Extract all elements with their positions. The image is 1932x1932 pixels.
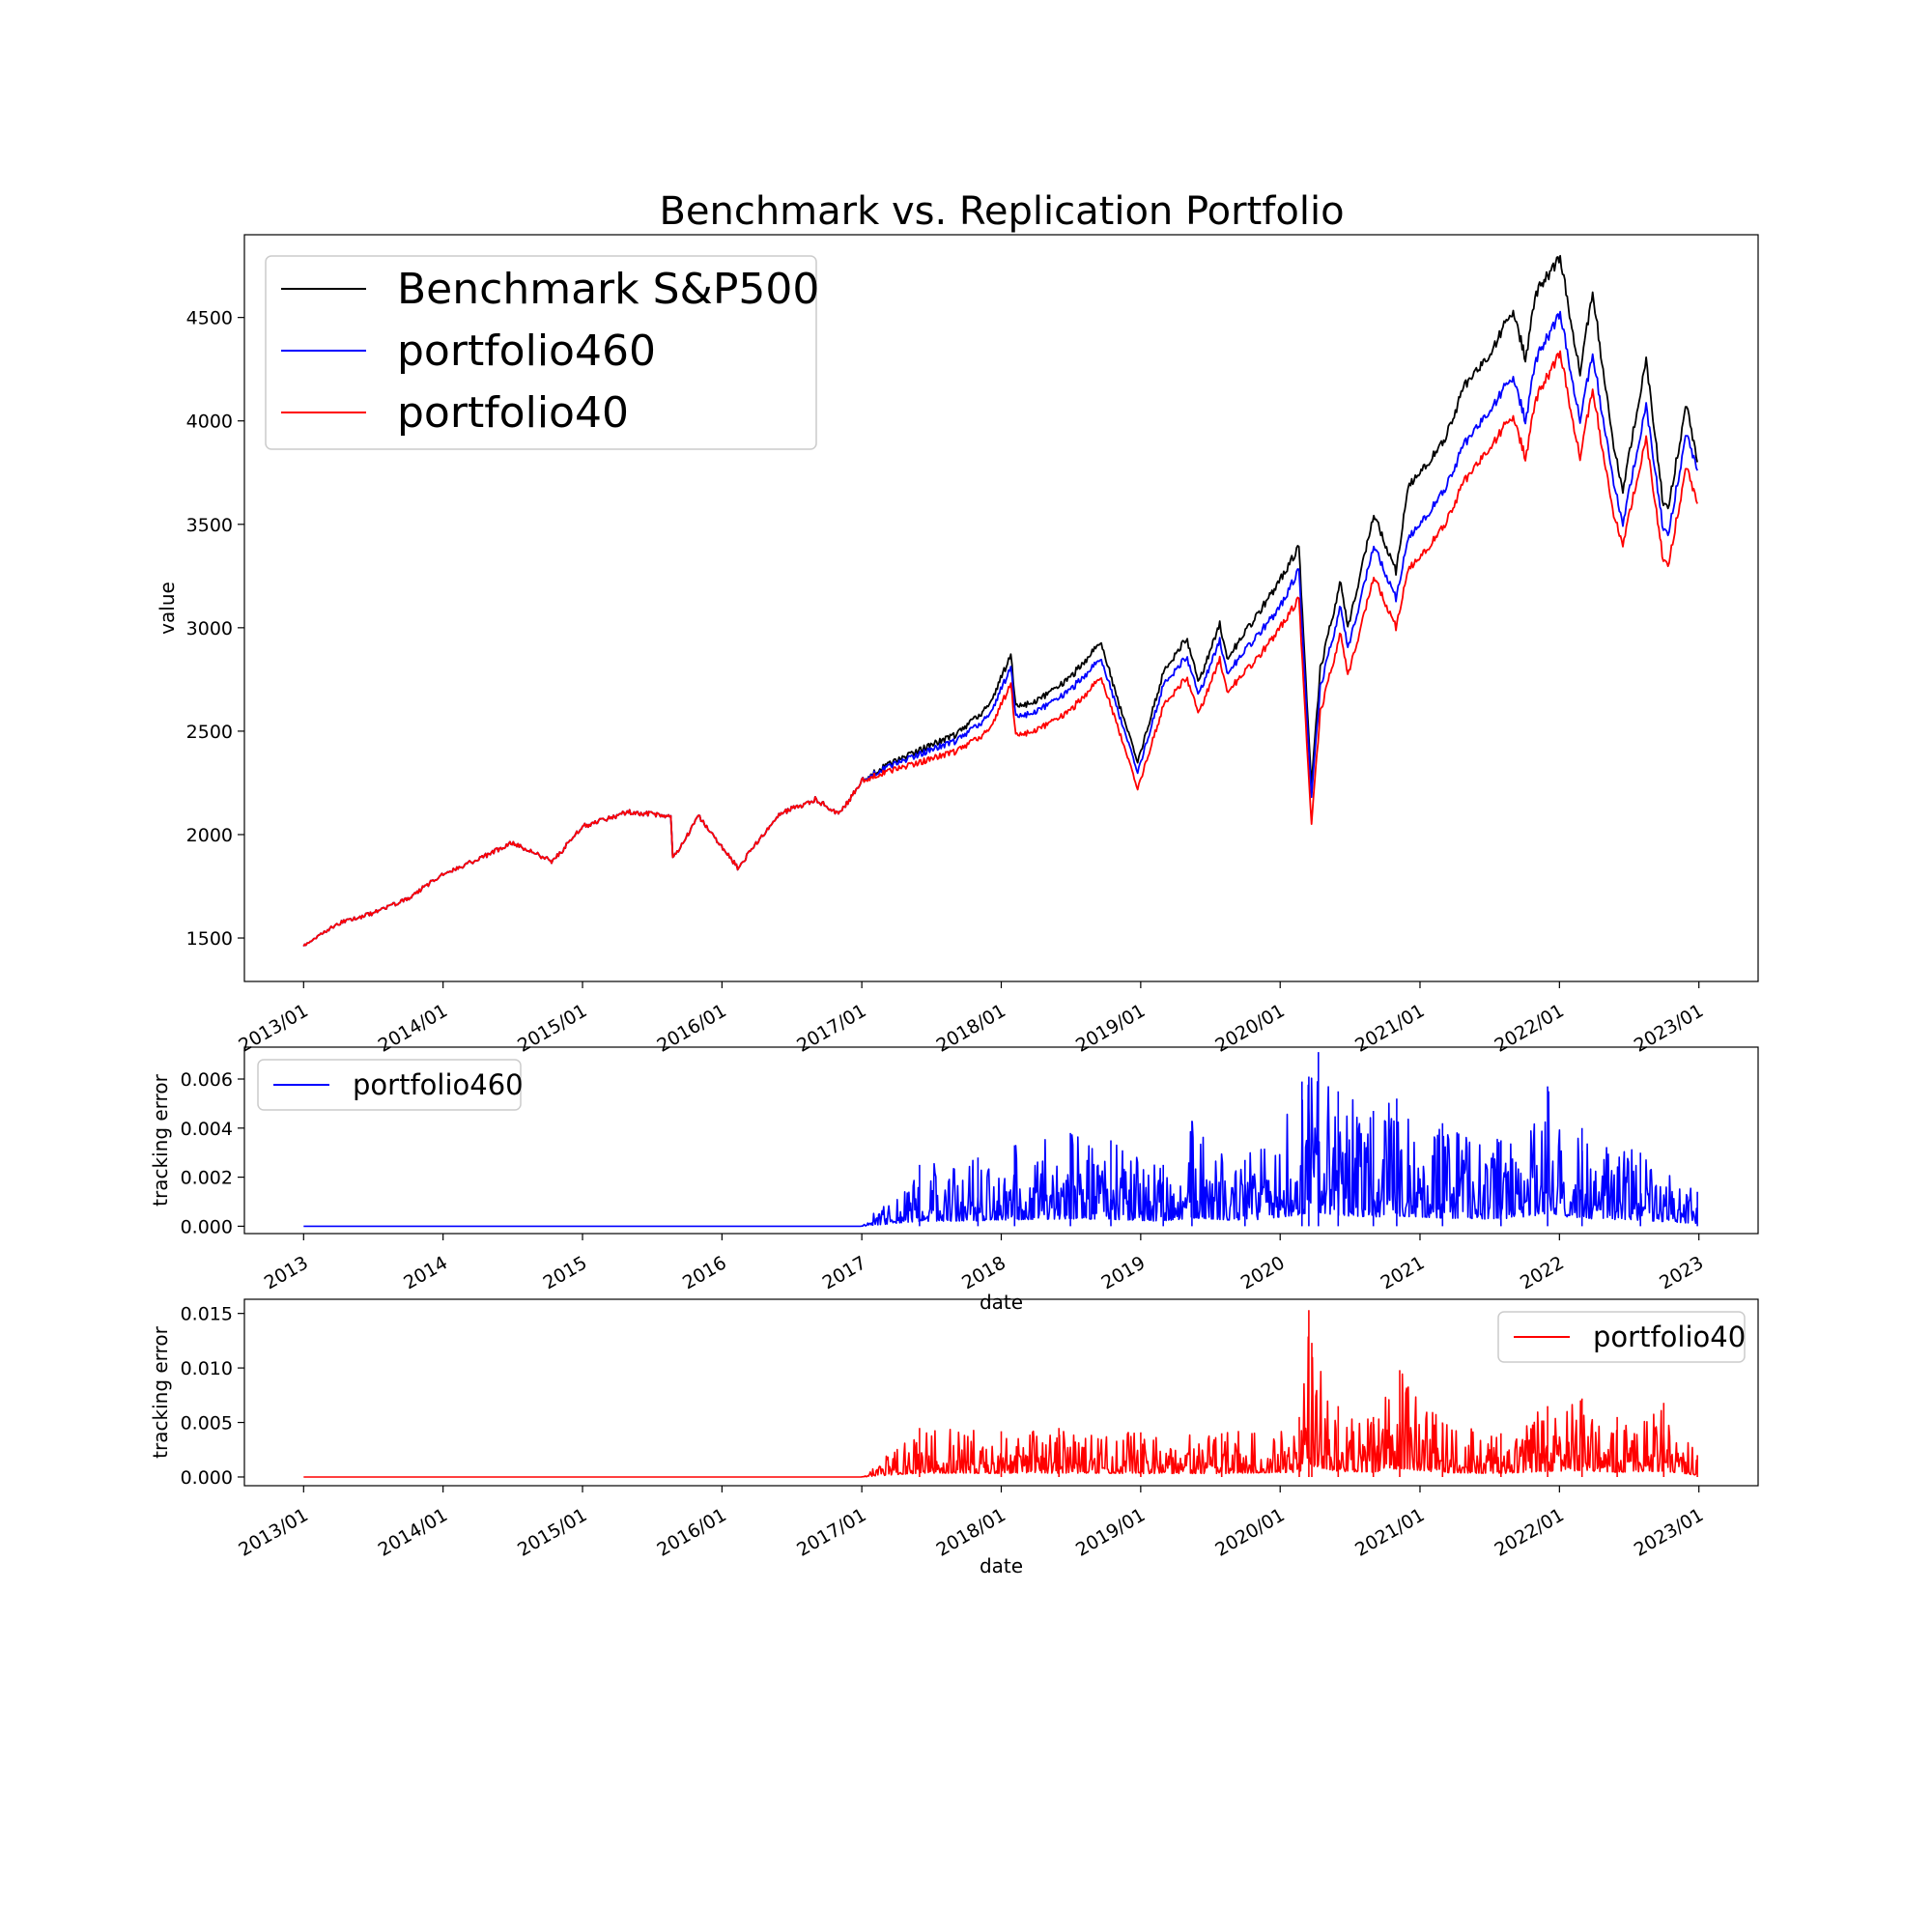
legend-label: portfolio460: [397, 327, 656, 376]
x-tick-label: 2023: [1656, 1252, 1707, 1293]
x-tick-label: 2016/01: [654, 1000, 730, 1057]
legend: Benchmark S&P500 portfolio460 portfolio40: [265, 255, 819, 450]
panel-3: 2013/01 2014/01 2015/01 2016/01 2017/01 2018/…: [149, 1298, 1759, 1577]
y-axis-label: value: [156, 582, 179, 635]
x-tick-label: 2020: [1237, 1252, 1289, 1293]
x-tick-label: 2020/01: [1211, 1504, 1288, 1561]
y-tick-label: 0.006: [181, 1069, 233, 1091]
legend-label: portfolio460: [353, 1068, 524, 1101]
x-tick-label: 2022/01: [1491, 1504, 1567, 1561]
chart-title: Benchmark vs. Replication Portfolio: [659, 189, 1344, 234]
x-tick-label: 2019/01: [1072, 1000, 1149, 1057]
x-tick-label: 2021/01: [1351, 1504, 1428, 1561]
x-tick-label: 2014: [400, 1252, 451, 1293]
x-tick-label: 2015/01: [514, 1504, 590, 1561]
panel-1: 2013/01 2014/01 2015/01 2016/01 2017/01 2018/…: [156, 234, 1759, 1057]
x-tick-label: 2017/01: [793, 1504, 869, 1561]
x-tick-label: 2015: [540, 1252, 591, 1293]
x-tick-label: 2019: [1097, 1252, 1149, 1293]
y-tick-label: 2500: [186, 722, 233, 743]
y-tick-label: 0.004: [181, 1119, 233, 1140]
y-tick-label: 0.015: [181, 1304, 233, 1325]
y-tick-label: 0.000: [181, 1467, 233, 1489]
x-tick-label: 2014/01: [375, 1504, 451, 1561]
y-tick-label: 0.005: [181, 1413, 233, 1435]
x-tick-label: 2016: [679, 1252, 730, 1293]
y-tick-label: 1500: [186, 928, 233, 950]
x-tick-label: 2015/01: [514, 1000, 590, 1057]
legend: portfolio460: [257, 1059, 524, 1111]
x-tick-label: 2022: [1517, 1252, 1568, 1293]
legend-box: [265, 255, 817, 450]
y-tick-label: 0.000: [181, 1216, 233, 1237]
x-tick-label: 2013: [261, 1252, 312, 1293]
x-axis-label: date: [980, 1291, 1023, 1314]
y-tick-label: 0.002: [181, 1168, 233, 1189]
x-tick-label: 2016/01: [654, 1504, 730, 1561]
y-tick-label: 4000: [186, 412, 233, 433]
legend-label: Benchmark S&P500: [397, 265, 819, 314]
x-tick-label: 2017: [819, 1252, 870, 1293]
x-tick-label: 2019/01: [1072, 1504, 1149, 1561]
y-tick-label: 2000: [186, 825, 233, 846]
x-tick-label: 2018/01: [933, 1000, 1009, 1057]
x-tick-label: 2023/01: [1631, 1000, 1707, 1057]
panels: 2013/01 2014/01 2015/01 2016/01 2017/01 2018/…: [149, 234, 1759, 1577]
y-tick-label: 0.010: [181, 1358, 233, 1379]
legend-label: portfolio40: [1593, 1321, 1746, 1353]
series-line-portfolio40: [303, 1310, 1698, 1478]
y-tick-label: 4500: [186, 308, 233, 329]
y-axis-label: tracking error: [149, 1073, 172, 1206]
y-tick-label: 3500: [186, 515, 233, 536]
x-tick-label: 2017/01: [793, 1000, 869, 1057]
legend-label: portfolio40: [397, 388, 629, 438]
x-tick-label: 2020/01: [1211, 1000, 1288, 1057]
y-tick-label: 3000: [186, 618, 233, 639]
x-tick-label: 2018/01: [933, 1504, 1009, 1561]
x-tick-label: 2023/01: [1631, 1504, 1707, 1561]
legend: portfolio40: [1497, 1311, 1746, 1363]
x-tick-label: 2022/01: [1491, 1000, 1567, 1057]
x-tick-label: 2021/01: [1351, 1000, 1428, 1057]
legend-box: [257, 1059, 522, 1111]
x-tick-label: 2018: [958, 1252, 1009, 1293]
legend-box: [1497, 1311, 1746, 1363]
series-line-portfolio460: [303, 1052, 1698, 1228]
x-tick-label: 2014/01: [375, 1000, 451, 1057]
x-tick-label: 2013/01: [235, 1000, 311, 1057]
y-axis-label: tracking error: [149, 1325, 172, 1458]
x-axis-label: date: [980, 1554, 1023, 1577]
x-tick-label: 2013/01: [235, 1504, 311, 1561]
panel-2: 2013 2014 2015 2016 2017 2018 2019 2020 2021 2022…: [149, 1046, 1759, 1314]
series-line-portfolio40: [302, 350, 1698, 948]
x-tick-label: 2021: [1378, 1252, 1429, 1293]
